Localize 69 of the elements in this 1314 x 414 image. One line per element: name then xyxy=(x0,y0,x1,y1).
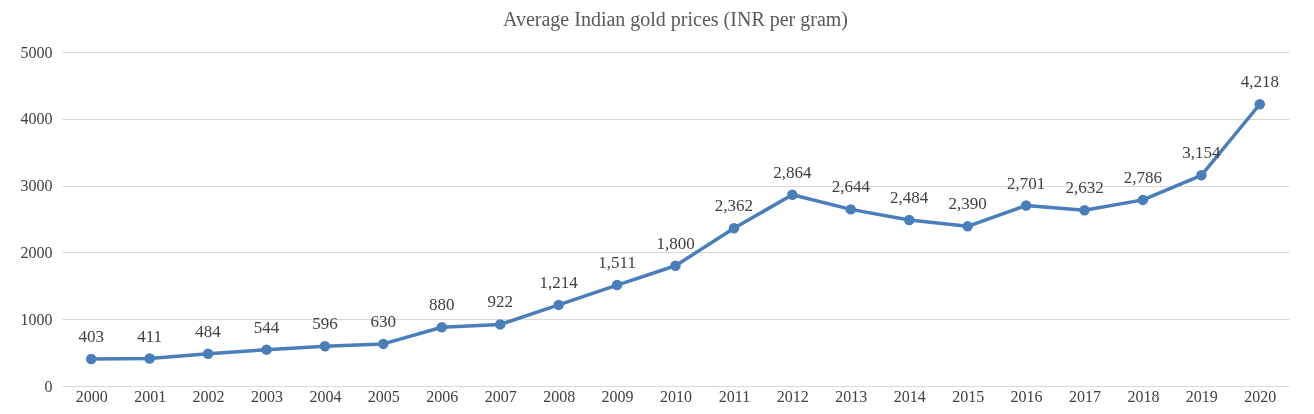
x-tick-label: 2020 xyxy=(1244,387,1277,405)
data-label: 2,644 xyxy=(831,177,871,197)
data-label: 596 xyxy=(312,314,338,334)
point xyxy=(494,319,506,330)
x-tick-label: 2019 xyxy=(1185,387,1218,405)
x-tick-label: 2003 xyxy=(251,387,283,405)
data-label: 922 xyxy=(487,292,513,312)
point xyxy=(1196,170,1207,181)
x-tick-label: 2018 xyxy=(1127,387,1160,405)
point xyxy=(728,222,740,234)
x-tick-label: 2001 xyxy=(134,387,167,405)
point xyxy=(85,353,97,365)
x-tick-label: 2006 xyxy=(426,387,459,405)
x-tick-label: 2007 xyxy=(484,387,517,405)
y-tick-label: 3000 xyxy=(20,177,53,195)
point xyxy=(144,353,155,364)
y-tick-label: 2000 xyxy=(20,243,53,261)
x-tick-label: 2011 xyxy=(718,387,751,405)
data-label: 411 xyxy=(137,326,163,346)
x-tick-label: 2016 xyxy=(1010,387,1043,405)
x-tick-label: 2012 xyxy=(776,387,809,405)
point xyxy=(553,299,564,311)
data-label: 2,786 xyxy=(1123,167,1163,187)
point xyxy=(903,214,915,226)
data-label: 2,701 xyxy=(1006,173,1046,193)
data-label: 484 xyxy=(195,321,222,341)
data-label: 2,484 xyxy=(890,188,929,208)
x-tick-label: 2009 xyxy=(601,387,634,405)
x-tick-label: 2015 xyxy=(952,387,985,405)
point xyxy=(1137,194,1149,206)
y-tick-label: 1000 xyxy=(20,310,53,328)
data-label: 4,218 xyxy=(1240,72,1279,92)
data-label: 403 xyxy=(78,327,104,347)
point xyxy=(319,340,331,352)
point xyxy=(611,279,623,291)
y-tick-label: 5000 xyxy=(20,43,53,61)
point xyxy=(787,189,798,200)
data-label: 1,214 xyxy=(539,272,579,292)
data-label: 630 xyxy=(370,311,397,331)
x-tick-label: 2013 xyxy=(835,387,868,405)
data-label: 1,511 xyxy=(598,253,636,273)
y-tick-label: 0 xyxy=(44,377,53,395)
point xyxy=(1254,99,1266,110)
y-tick-label: 4000 xyxy=(20,110,53,128)
x-tick-label: 2005 xyxy=(367,387,400,405)
point xyxy=(962,221,973,232)
data-label: 2,362 xyxy=(714,196,754,216)
point xyxy=(378,338,389,350)
x-tick-label: 2002 xyxy=(192,387,225,405)
point xyxy=(1079,204,1090,216)
point xyxy=(1020,200,1032,211)
x-tick-label: 2010 xyxy=(660,387,692,405)
point xyxy=(436,321,448,333)
data-label: 2,632 xyxy=(1065,178,1104,198)
x-tick-label: 2017 xyxy=(1069,387,1101,405)
point xyxy=(670,260,681,271)
data-label: 1,800 xyxy=(656,233,695,253)
data-label: 880 xyxy=(429,295,455,315)
x-tick-label: 2000 xyxy=(75,387,108,405)
x-tick-label: 2004 xyxy=(309,387,342,405)
x-tick-label: 2008 xyxy=(543,387,576,405)
point xyxy=(202,348,214,359)
x-tick-label: 2014 xyxy=(893,387,926,405)
point xyxy=(845,204,857,215)
data-label: 544 xyxy=(253,317,280,337)
data-label: 2,864 xyxy=(773,162,812,182)
data-label: 2,390 xyxy=(948,194,987,214)
chart-title: Average Indian gold prices (INR per gram) xyxy=(502,8,849,31)
point xyxy=(261,344,272,355)
